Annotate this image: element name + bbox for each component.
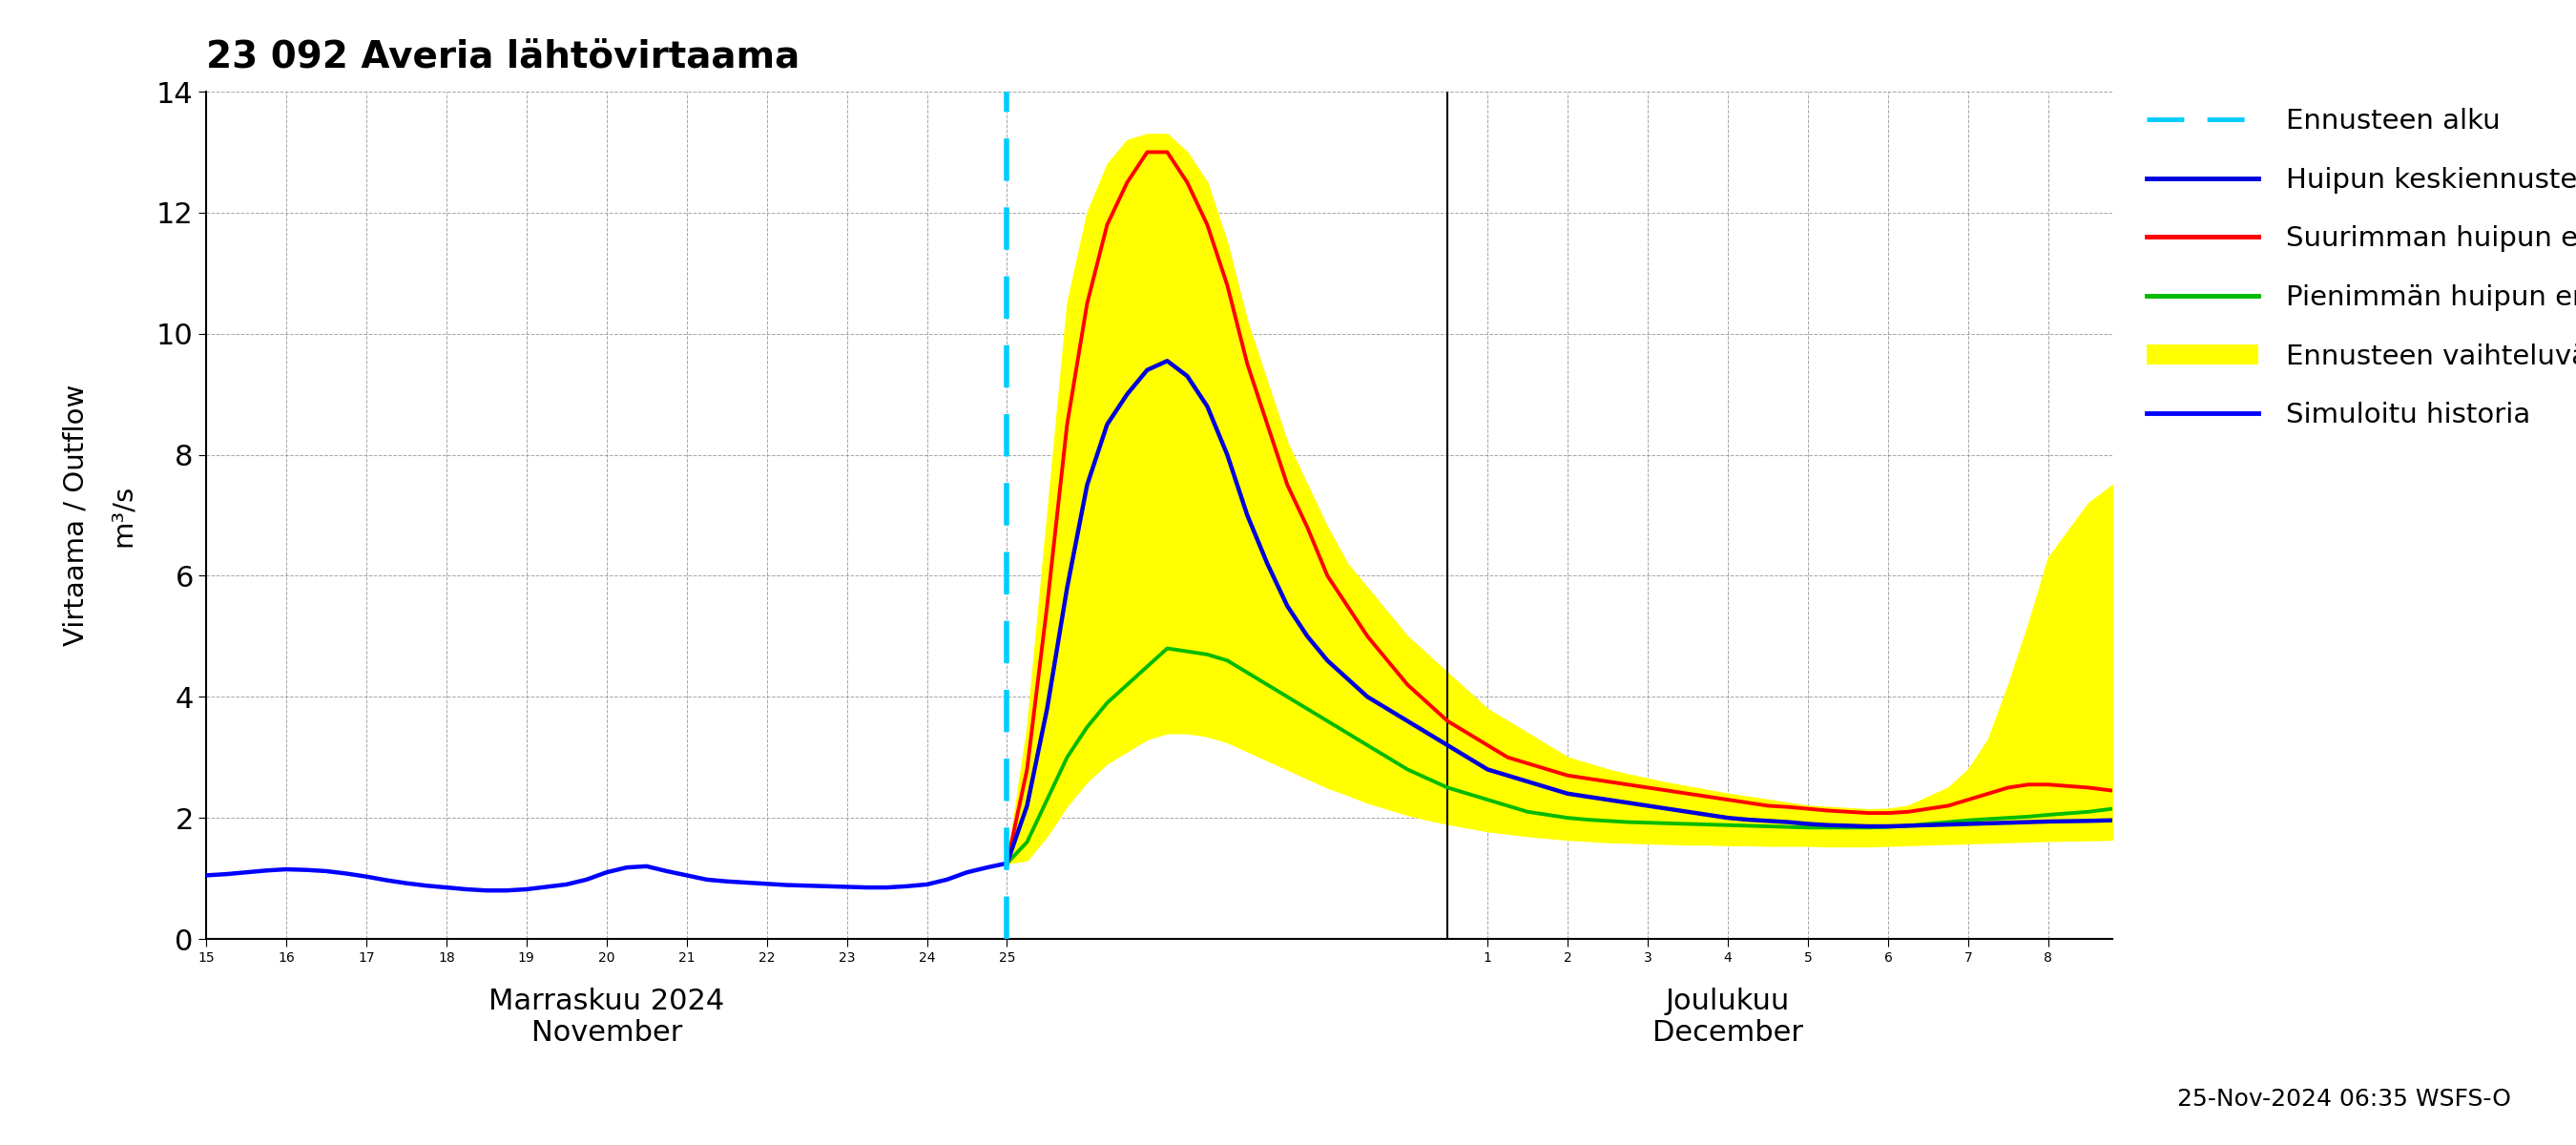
Legend: Ennusteen alku, Huipun keskiennuste, Suurimman huipun ennuste, Pienimmän huipun : Ennusteen alku, Huipun keskiennuste, Suu… — [2136, 97, 2576, 440]
Text: 25-Nov-2024 06:35 WSFS-O: 25-Nov-2024 06:35 WSFS-O — [2177, 1088, 2512, 1111]
Y-axis label: Virtaama / Outflow
m³/s: Virtaama / Outflow m³/s — [62, 385, 137, 646]
Text: Joulukuu
December: Joulukuu December — [1651, 987, 1803, 1047]
Text: 23 092 Averia lähtövirtaama: 23 092 Averia lähtövirtaama — [206, 39, 799, 76]
Text: Marraskuu 2024
November: Marraskuu 2024 November — [489, 987, 724, 1047]
